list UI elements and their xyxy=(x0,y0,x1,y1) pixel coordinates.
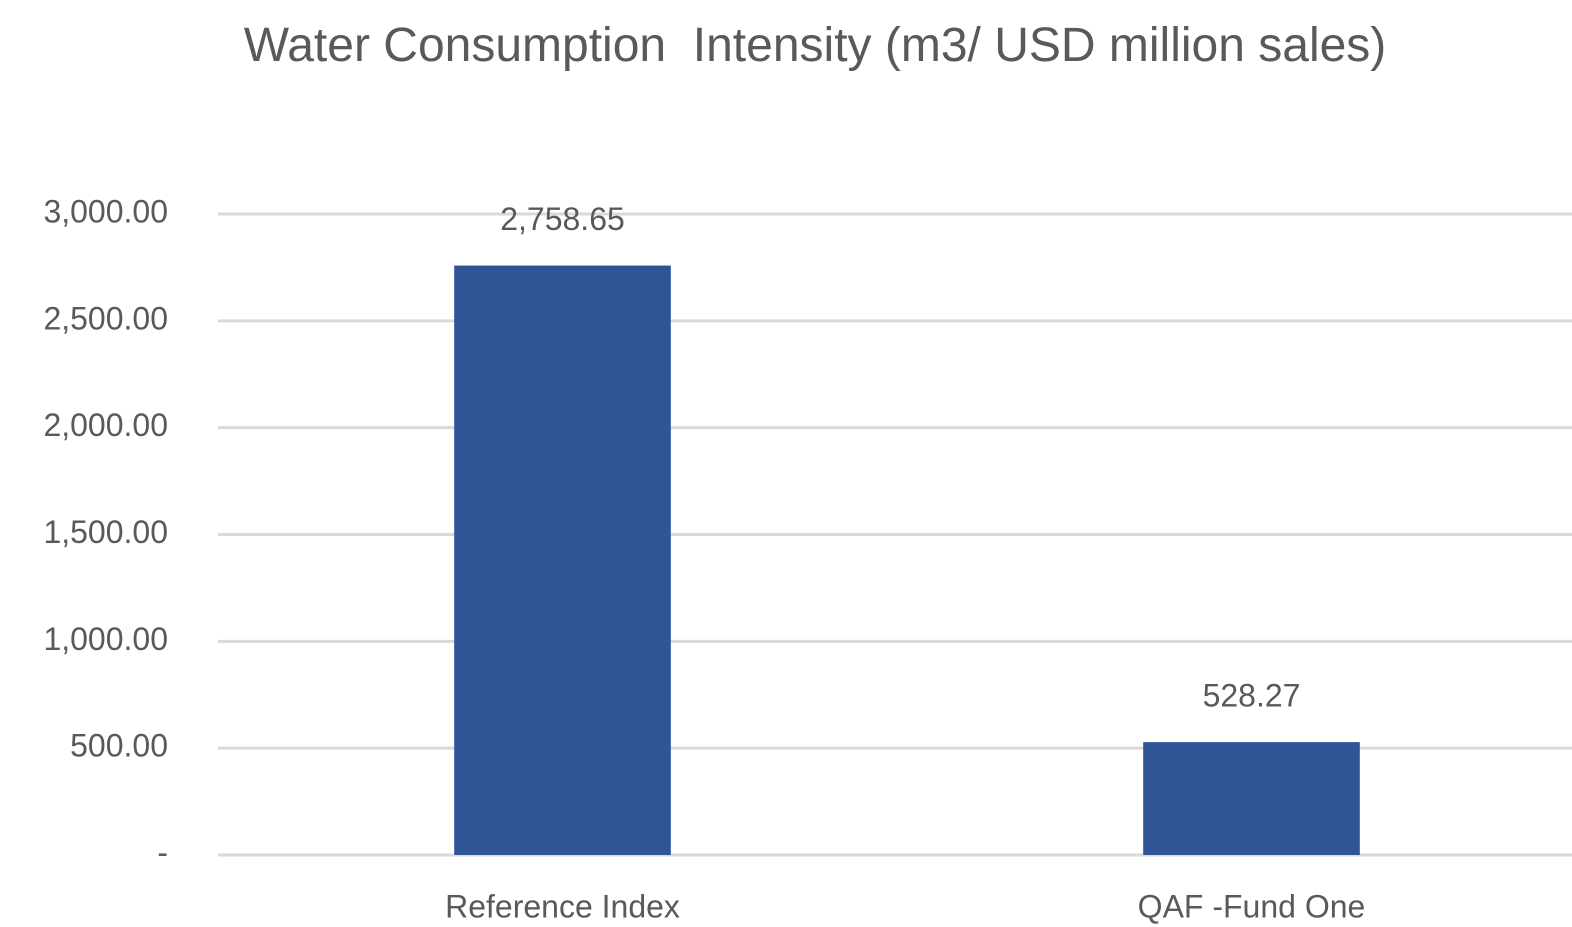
y-tick-label: 2,000.00 xyxy=(43,407,168,443)
data-label: 528.27 xyxy=(1203,678,1301,714)
y-tick-label: 1,500.00 xyxy=(43,514,168,550)
y-tick-label: 1,000.00 xyxy=(43,621,168,657)
bar xyxy=(1143,742,1360,855)
x-tick-label: Reference Index xyxy=(445,888,680,924)
y-tick-label: 500.00 xyxy=(70,728,168,764)
data-label: 2,758.65 xyxy=(500,201,625,237)
x-tick-label: QAF -Fund One xyxy=(1138,888,1366,924)
chart-title: Water Consumption Intensity (m3/ USD mil… xyxy=(243,19,1387,72)
y-tick-label: 3,000.00 xyxy=(43,193,168,229)
bar xyxy=(454,265,671,855)
y-tick-label: 2,500.00 xyxy=(43,300,168,336)
y-tick-label: - xyxy=(157,834,168,870)
